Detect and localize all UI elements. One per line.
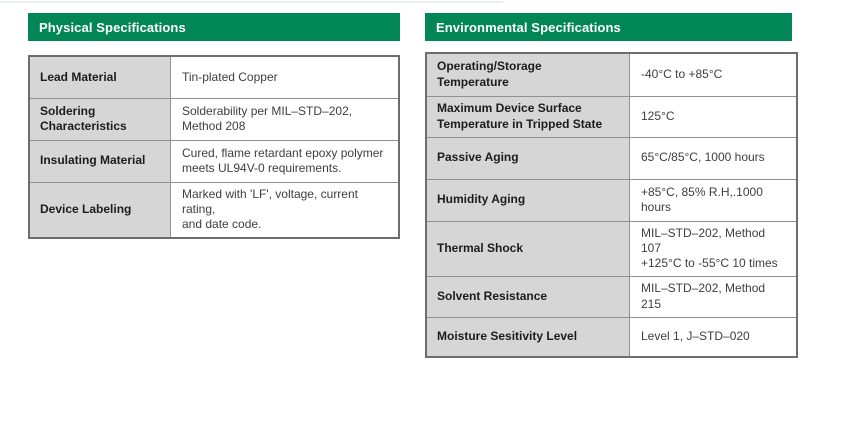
environmental-specifications-section: Environmental Specifications Operating/S… bbox=[425, 13, 798, 359]
top-edge-artifact bbox=[0, 1, 503, 3]
spec-value-cell: -40°C to +85°C bbox=[629, 52, 798, 97]
table-row: Solvent Resistance MIL–STD–202, Method 2… bbox=[425, 275, 798, 318]
spec-label-cell: Humidity Aging bbox=[425, 178, 630, 222]
spec-label-cell: Lead Material bbox=[28, 55, 171, 99]
table-row: Soldering Characteristics Solderability … bbox=[28, 97, 400, 141]
spec-label-cell: Solvent Resistance bbox=[425, 275, 630, 318]
physical-specs-table-wrap: Lead Material Tin-plated Copper Solderin… bbox=[28, 55, 400, 239]
physical-specifications-section: Physical Specifications Lead Material Ti… bbox=[28, 13, 400, 239]
spec-label-cell: Soldering Characteristics bbox=[28, 97, 171, 141]
environmental-specs-table: Operating/Storage Temperature -40°C to +… bbox=[425, 52, 798, 359]
spec-label-cell: Maximum Device Surface Temperature in Tr… bbox=[425, 95, 630, 138]
spec-value-cell: Tin-plated Copper bbox=[170, 55, 400, 99]
table-row: Device Labeling Marked with 'LF', voltag… bbox=[28, 181, 400, 239]
spec-label-cell: Moisture Sesitivity Level bbox=[425, 316, 630, 358]
spec-value-cell: +85°C, 85% R.H,.1000 hours bbox=[629, 178, 798, 222]
spec-label-cell: Insulating Material bbox=[28, 139, 171, 183]
environmental-specs-title: Environmental Specifications bbox=[436, 19, 621, 35]
spec-value-cell: Level 1, J–STD–020 bbox=[629, 316, 798, 358]
spec-value-cell: MIL–STD–202, Method 215 bbox=[629, 275, 798, 318]
physical-specs-title: Physical Specifications bbox=[39, 19, 186, 35]
spec-value-cell: 125°C bbox=[629, 95, 798, 138]
spec-value-cell: Cured, flame retardant epoxy polymer mee… bbox=[170, 139, 400, 183]
spec-label-cell: Thermal Shock bbox=[425, 220, 630, 277]
table-row: Humidity Aging +85°C, 85% R.H,.1000 hour… bbox=[425, 178, 798, 222]
environmental-specs-header-bar: Environmental Specifications bbox=[425, 13, 792, 41]
environmental-specs-table-wrap: Operating/Storage Temperature -40°C to +… bbox=[425, 52, 798, 359]
physical-specs-header-bar: Physical Specifications bbox=[28, 13, 400, 41]
table-row: Operating/Storage Temperature -40°C to +… bbox=[425, 52, 798, 97]
table-row: Maximum Device Surface Temperature in Tr… bbox=[425, 95, 798, 138]
table-row: Insulating Material Cured, flame retarda… bbox=[28, 139, 400, 183]
spec-label-cell: Device Labeling bbox=[28, 181, 171, 239]
spec-value-cell: Marked with 'LF', voltage, current ratin… bbox=[170, 181, 400, 239]
spec-value-cell: 65°C/85°C, 1000 hours bbox=[629, 136, 798, 180]
spec-value-cell: MIL–STD–202, Method 107 +125°C to -55°C … bbox=[629, 220, 798, 277]
physical-specs-table: Lead Material Tin-plated Copper Solderin… bbox=[28, 55, 400, 239]
table-row: Moisture Sesitivity Level Level 1, J–STD… bbox=[425, 316, 798, 358]
table-row: Passive Aging 65°C/85°C, 1000 hours bbox=[425, 136, 798, 180]
spec-label-cell: Operating/Storage Temperature bbox=[425, 52, 630, 97]
spec-value-cell: Solderability per MIL–STD–202, Method 20… bbox=[170, 97, 400, 141]
table-row: Thermal Shock MIL–STD–202, Method 107 +1… bbox=[425, 220, 798, 277]
table-row: Lead Material Tin-plated Copper bbox=[28, 55, 400, 99]
spec-label-cell: Passive Aging bbox=[425, 136, 630, 180]
